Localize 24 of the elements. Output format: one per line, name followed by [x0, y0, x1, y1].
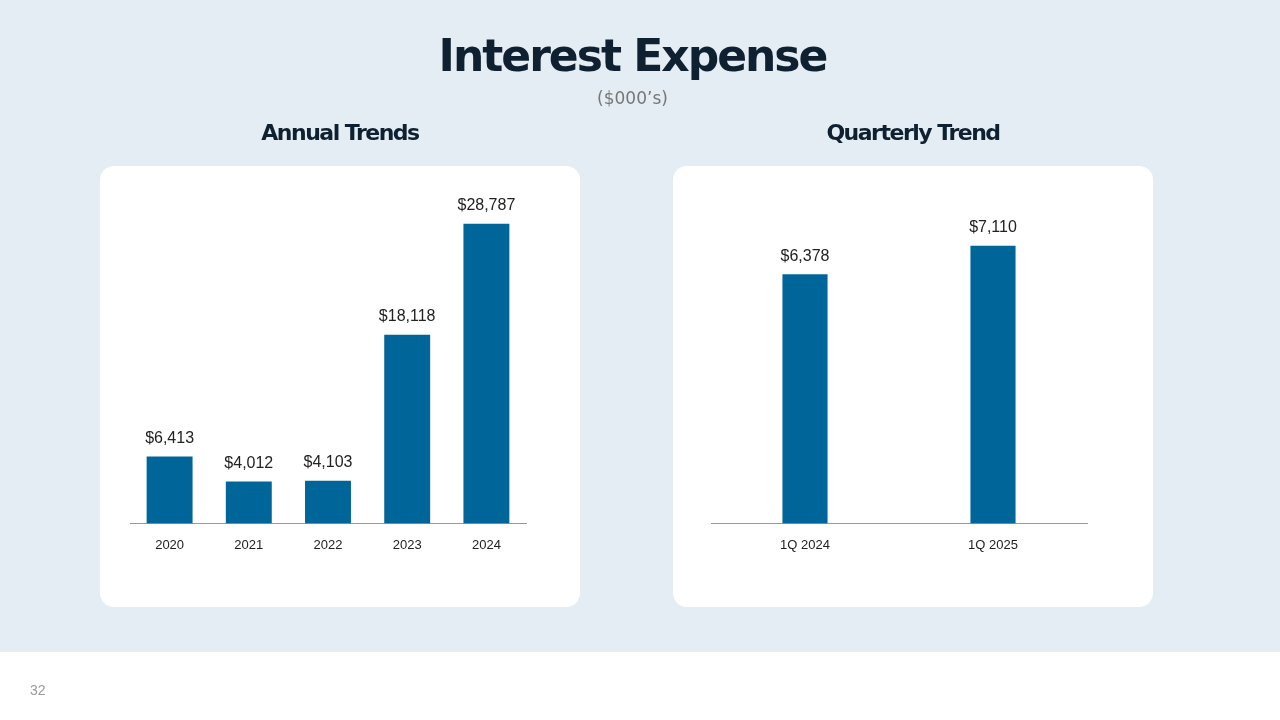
x-tick-label: 2022	[313, 536, 343, 552]
x-tick-label: 2023	[392, 536, 422, 552]
chart-title: Quarterly Trend	[825, 120, 1001, 145]
data-label: $4,103	[303, 453, 353, 471]
data-label: $6,413	[145, 429, 195, 447]
x-tick-label: 2020	[155, 536, 185, 552]
chart-title: Annual Trends	[260, 120, 420, 145]
bar	[146, 456, 193, 524]
data-label: $7,110	[969, 218, 1017, 236]
data-label: $6,378	[780, 246, 830, 264]
x-tick-label: 1Q 2025	[968, 536, 1018, 552]
bar	[225, 481, 272, 524]
bar	[305, 480, 351, 524]
x-tick-label: 2021	[234, 536, 264, 552]
text: ($000’s)	[596, 88, 669, 108]
data-label: $28,787	[457, 196, 516, 214]
text: Interest Expense	[437, 30, 828, 81]
text: 32	[30, 682, 46, 698]
data-label: $4,012	[224, 454, 274, 472]
x-tick-label: 2024	[471, 536, 501, 552]
x-tick-label: 1Q 2024	[780, 536, 830, 552]
bar	[463, 223, 510, 524]
data-label: $18,118	[378, 307, 436, 325]
bar	[384, 334, 431, 524]
